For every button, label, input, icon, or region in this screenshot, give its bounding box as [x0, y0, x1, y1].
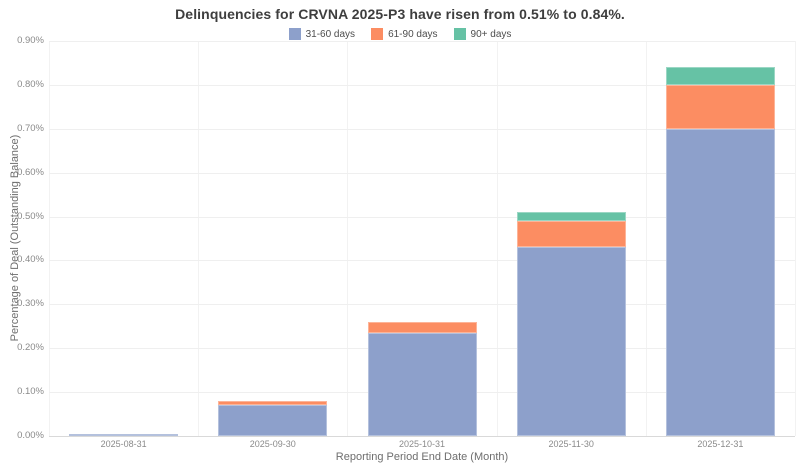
horizontal-gridline: [49, 41, 795, 42]
x-tick-label: 2025-08-31: [100, 439, 147, 449]
legend-label: 90+ days: [470, 28, 512, 40]
chart-title: Delinquencies for CRVNA 2025-P3 have ris…: [175, 6, 625, 22]
horizontal-gridline: [49, 304, 795, 306]
y-tick-label: 0.10%: [17, 386, 44, 398]
legend-item-31-60-days[interactable]: 31-60 days: [288, 28, 356, 40]
stacked-bar-2025-09-30: [218, 400, 328, 436]
bar-segment-31-60-days: [665, 128, 775, 436]
legend-label: 61-90 days: [388, 28, 438, 40]
x-tick-label: 2025-11-30: [548, 439, 594, 449]
bar-segment-31-60-days: [218, 405, 328, 436]
vertical-gridline: [645, 41, 647, 436]
y-tick-label: 0.00%: [17, 430, 44, 441]
bar-segment-61-90-days: [218, 400, 328, 406]
bar-segment-61-90-days: [516, 220, 626, 248]
vertical-gridline: [198, 41, 200, 436]
bar-segment-61-90-days: [665, 84, 775, 129]
y-tick-label: 0.30%: [17, 298, 44, 310]
vertical-gridline: [347, 41, 349, 436]
x-axis-title: Reporting Period End Date (Month): [335, 451, 509, 463]
legend-swatch: [288, 28, 301, 40]
horizontal-gridline: [49, 260, 795, 262]
y-tick-label: 0.90%: [17, 35, 44, 46]
y-tick-label: 0.20%: [17, 342, 44, 354]
stacked-bar-2025-12-31: [665, 67, 775, 436]
y-tick-label: 0.80%: [17, 78, 44, 90]
bar-segment-61-90-days: [367, 321, 477, 333]
legend-swatch: [453, 28, 466, 40]
legend-item-61-90-days[interactable]: 61-90 days: [371, 28, 438, 40]
y-tick-label: 0.50%: [17, 210, 44, 222]
legend: 31-60 days 61-90 days 90+ days: [0, 28, 800, 40]
vertical-gridline: [49, 41, 50, 436]
y-tick-label: 0.40%: [17, 254, 44, 266]
x-axis-line: [49, 436, 795, 437]
y-tick-label: 0.70%: [17, 122, 44, 134]
legend-label: 31-60 days: [305, 28, 356, 40]
bar-segment-90+-days: [516, 212, 626, 221]
legend-swatch: [371, 28, 384, 40]
x-tick-label: 2025-12-31: [697, 439, 744, 449]
vertical-gridline: [795, 41, 796, 436]
horizontal-gridline: [49, 128, 795, 130]
bar-segment-31-60-days: [367, 332, 477, 436]
x-tick-label: 2025-10-31: [398, 439, 446, 449]
plot-area: [49, 41, 796, 437]
horizontal-gridline: [49, 84, 795, 86]
y-tick-label: 0.60%: [17, 166, 44, 178]
horizontal-gridline: [49, 172, 795, 174]
horizontal-gridline: [49, 216, 795, 218]
bar-segment-31-60-days: [516, 247, 626, 436]
bar-segment-31-60-days: [69, 434, 179, 436]
stacked-bar-2025-10-31: [367, 321, 477, 436]
x-tick-label: 2025-09-30: [249, 439, 296, 449]
stacked-bar-2025-11-30: [516, 212, 626, 436]
bar-segment-90+-days: [665, 67, 775, 85]
y-axis-title: Percentage of Deal (Outstanding Balance): [9, 134, 21, 342]
legend-item-90+-days[interactable]: 90+ days: [453, 28, 512, 40]
vertical-gridline: [496, 41, 498, 436]
stacked-bar-2025-08-31: [69, 434, 179, 436]
